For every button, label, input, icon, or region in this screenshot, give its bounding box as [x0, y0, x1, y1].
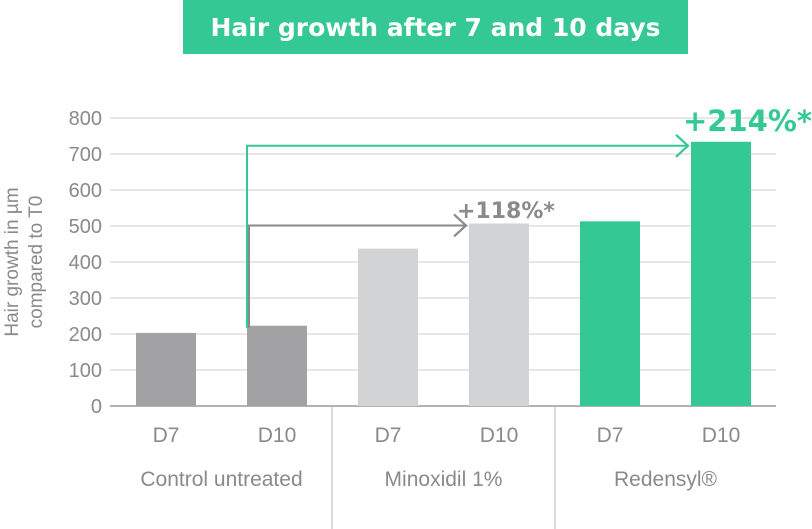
y-tick-label: 600	[69, 180, 102, 202]
y-tick-label: 500	[69, 216, 102, 238]
x-tick-label: D10	[702, 424, 741, 447]
group-labels: Control untreated Minoxidil 1% Redensyl®	[140, 468, 717, 491]
y-tick-label: 400	[69, 252, 102, 274]
group-label: Redensyl®	[614, 468, 718, 491]
x-tick-label: D7	[375, 424, 402, 447]
bar	[691, 141, 751, 406]
annotation-label: +214%**	[683, 104, 812, 138]
arrow-head	[453, 213, 468, 238]
x-tick-label: D10	[258, 424, 297, 447]
chart-title: Hair growth after 7 and 10 days	[183, 0, 688, 54]
annotation-arrow	[246, 144, 688, 328]
y-tick-label: 100	[69, 360, 102, 382]
bar	[469, 223, 529, 406]
group-label: Control untreated	[140, 468, 302, 491]
annotation-label: +118%*	[457, 199, 555, 224]
x-tick-label: D7	[597, 424, 624, 447]
arrow-head	[675, 133, 690, 158]
group-separators	[331, 406, 556, 529]
y-tick-label: 0	[91, 396, 102, 418]
bar	[358, 248, 418, 406]
bar	[247, 325, 307, 406]
bars	[136, 141, 751, 406]
x-tick-label: D7	[153, 424, 180, 447]
y-tick-label: 200	[69, 324, 102, 346]
y-axis-ticks: 0 100 200 300 400 500 600 700 800	[69, 108, 102, 418]
y-axis-label-line-2: compared to T0	[26, 196, 47, 329]
group-label: Minoxidil 1%	[385, 468, 503, 491]
x-tick-label: D10	[480, 424, 519, 447]
bar	[580, 221, 640, 406]
annotation-arrow	[248, 224, 466, 328]
y-tick-label: 800	[69, 108, 102, 130]
y-tick-label: 700	[69, 144, 102, 166]
y-tick-label: 300	[69, 288, 102, 310]
bar	[136, 332, 196, 406]
x-axis-category-labels: D7 D10 D7 D10 D7 D10	[153, 424, 741, 447]
gridlines	[110, 117, 776, 407]
annotation-arrows: +118%* +214%**	[246, 104, 812, 328]
y-axis-label-line-1: Hair growth in µm	[2, 187, 23, 336]
